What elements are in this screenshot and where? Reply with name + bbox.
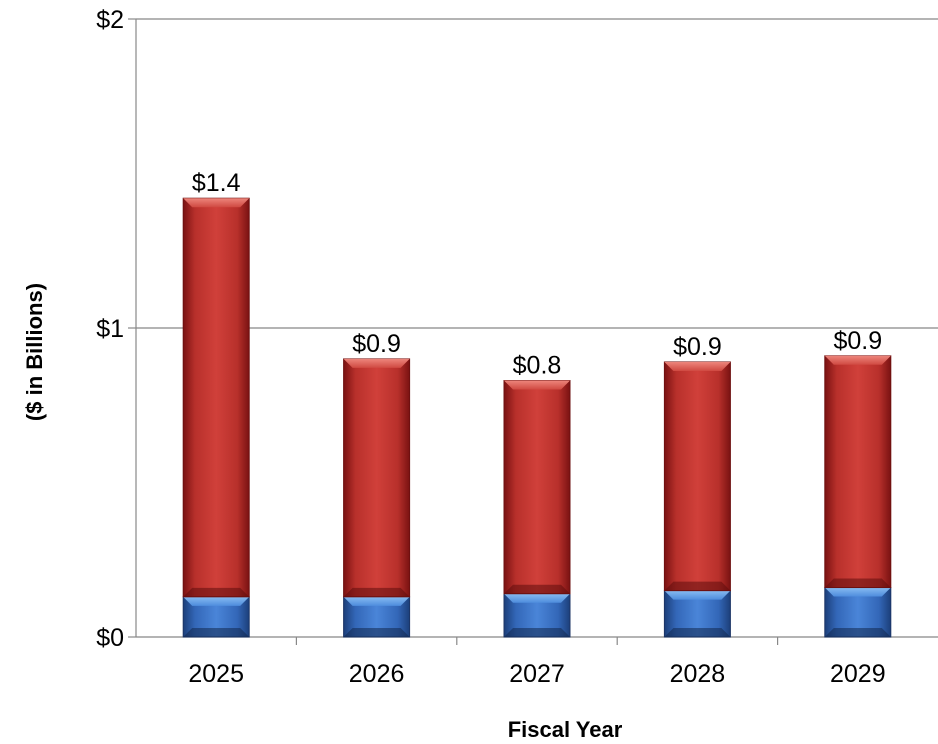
x-tick-label: 2027 bbox=[509, 660, 565, 688]
x-tick-labels: 2025 2026 2027 2028 2029 bbox=[188, 660, 885, 688]
bar-segment bbox=[663, 590, 731, 638]
bar-segment bbox=[824, 587, 892, 638]
data-label: $1.4 bbox=[192, 169, 241, 197]
x-tick-label: 2029 bbox=[830, 660, 886, 688]
y-tick-labels: $0 $1 $2 bbox=[96, 6, 124, 652]
bar-segment bbox=[503, 593, 571, 638]
y-tick-label: $1 bbox=[96, 315, 124, 343]
data-label: $0.9 bbox=[352, 330, 401, 358]
data-label: $0.8 bbox=[513, 352, 562, 380]
x-tick-label: 2026 bbox=[349, 660, 405, 688]
data-label: $0.9 bbox=[673, 333, 722, 361]
x-tick-label: 2025 bbox=[188, 660, 244, 688]
bars bbox=[182, 197, 892, 638]
data-labels: $1.4 $0.9 $0.8 $0.9 $0.9 bbox=[192, 169, 882, 379]
y-axis-title: ($ in Billions) bbox=[22, 283, 47, 421]
bar-segment bbox=[663, 361, 731, 592]
x-tick-marks bbox=[295, 637, 779, 645]
y-tick-label: $2 bbox=[96, 6, 124, 34]
bar-segment bbox=[182, 596, 250, 638]
bar-segment bbox=[824, 355, 892, 589]
bar-segment bbox=[503, 380, 571, 595]
data-label: $0.9 bbox=[833, 327, 882, 355]
y-tick-label: $0 bbox=[96, 624, 124, 652]
bar-segment bbox=[182, 197, 250, 598]
x-tick-label: 2028 bbox=[670, 660, 726, 688]
bar-segment bbox=[343, 358, 411, 598]
x-axis-title: Fiscal Year bbox=[508, 717, 623, 742]
bar-segment bbox=[343, 596, 411, 638]
gridlines bbox=[128, 18, 938, 638]
